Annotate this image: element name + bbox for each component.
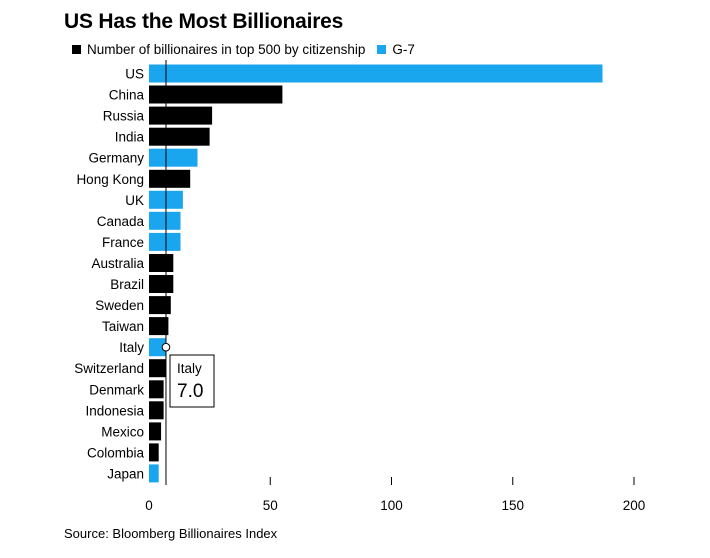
hover-marker (161, 342, 171, 352)
bar-china (149, 85, 283, 104)
legend-item-g7: G-7 (377, 42, 415, 57)
category-label-brazil: Brazil (110, 277, 144, 292)
bar-mexico (149, 422, 162, 441)
bar-us (149, 64, 603, 83)
bar-indonesia (149, 401, 164, 420)
x-tick-label-0: 0 (145, 498, 153, 513)
category-label-italy: Italy (119, 340, 144, 355)
category-label-france: France (102, 235, 144, 250)
tooltip-value: 7.0 (177, 381, 203, 402)
category-label-russia: Russia (103, 109, 145, 124)
category-label-japan: Japan (107, 466, 144, 481)
x-tick-label-50: 50 (263, 498, 278, 513)
bar-india (149, 127, 210, 146)
category-label-china: China (109, 88, 145, 103)
tooltip-label: Italy (177, 361, 202, 376)
category-label-germany: Germany (88, 151, 144, 166)
legend-item-billionaires: Number of billionaires in top 500 by cit… (72, 42, 365, 57)
legend: Number of billionaires in top 500 by cit… (72, 42, 427, 57)
category-label-hong-kong: Hong Kong (76, 172, 144, 187)
category-label-taiwan: Taiwan (102, 319, 144, 334)
bar-taiwan (149, 317, 169, 336)
category-label-india: India (115, 130, 145, 145)
bar-denmark (149, 380, 164, 399)
bar-australia (149, 254, 174, 272)
x-tick-label-200: 200 (623, 498, 646, 513)
bar-canada (149, 211, 181, 230)
bar-italy (149, 338, 166, 357)
category-label-denmark: Denmark (89, 382, 144, 397)
tooltip-box (169, 354, 215, 408)
bar-brazil (149, 275, 174, 293)
bar-colombia (149, 443, 159, 462)
category-label-switzerland: Switzerland (74, 361, 144, 376)
category-label-canada: Canada (97, 214, 145, 229)
legend-swatch-black (72, 45, 81, 54)
legend-label-g7: G-7 (392, 42, 415, 57)
category-label-sweden: Sweden (95, 298, 144, 313)
bar-sweden (149, 296, 171, 315)
bar-japan (149, 464, 159, 483)
bar-russia (149, 106, 213, 125)
bar-germany (149, 148, 198, 167)
category-label-australia: Australia (91, 256, 144, 271)
bar-france (149, 232, 181, 251)
x-tick-label-100: 100 (380, 498, 403, 513)
source-note: Source: Bloomberg Billionaires Index (64, 526, 278, 541)
category-label-us: US (125, 67, 144, 82)
legend-swatch-blue (377, 45, 387, 54)
chart-title: US Has the Most Billionaires (64, 10, 344, 33)
category-label-mexico: Mexico (101, 424, 144, 439)
category-label-indonesia: Indonesia (85, 403, 144, 418)
bar-switzerland (149, 359, 166, 378)
x-tick-label-150: 150 (501, 498, 524, 513)
bar-hong-kong (149, 169, 191, 188)
category-label-colombia: Colombia (87, 445, 145, 460)
category-label-uk: UK (125, 193, 144, 208)
legend-label-billionaires: Number of billionaires in top 500 by cit… (87, 42, 366, 57)
